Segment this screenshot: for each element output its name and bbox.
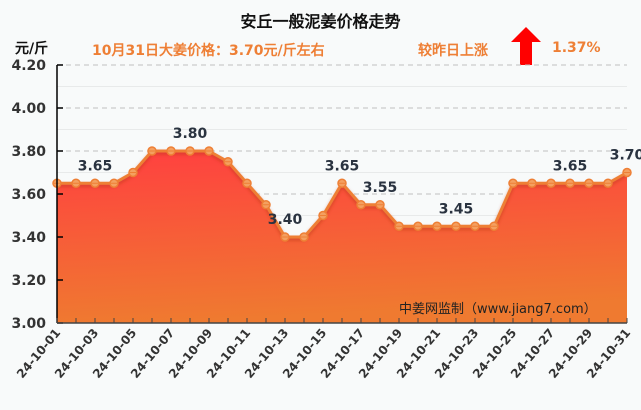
- data-label: 3.65: [553, 158, 588, 174]
- data-label: 3.70: [610, 148, 641, 164]
- y-axis: 3.00 3.20 3.40 3.60 3.80 4.00 4.20: [11, 58, 63, 332]
- y-axis-unit: 元/斤: [15, 41, 49, 57]
- x-axis: 24-10-0124-10-0324-10-0524-10-0724-10-09…: [14, 318, 633, 381]
- data-points: [52, 146, 632, 242]
- area-fill: [57, 151, 627, 323]
- data-label: 3.55: [363, 180, 398, 196]
- y-tick-label: 3.40: [11, 230, 46, 246]
- data-label: 3.65: [78, 158, 113, 174]
- data-labels: 3.653.803.403.653.553.453.653.70: [78, 126, 641, 228]
- watermark: 中姜网监制（www.jiang7.com）: [399, 302, 597, 317]
- change-percent: 1.37%: [552, 40, 601, 56]
- y-tick-label: 3.00: [11, 316, 46, 332]
- chart-title: 安丘一般泥姜价格走势: [240, 12, 401, 31]
- data-label: 3.45: [439, 201, 474, 217]
- y-tick-label: 3.80: [11, 144, 46, 160]
- current-price-text: 10月31日大姜价格：3.70元/斤左右: [92, 43, 325, 59]
- data-label: 3.40: [268, 212, 303, 228]
- data-label: 3.80: [173, 126, 208, 142]
- y-tick-label: 4.00: [11, 101, 46, 117]
- y-tick-label: 3.60: [11, 187, 46, 203]
- compare-text: 较昨日上涨: [418, 43, 488, 59]
- y-tick-label: 3.20: [11, 273, 46, 289]
- y-tick-label: 4.20: [11, 58, 46, 74]
- data-label: 3.65: [325, 158, 360, 174]
- up-arrow-icon: [511, 27, 541, 65]
